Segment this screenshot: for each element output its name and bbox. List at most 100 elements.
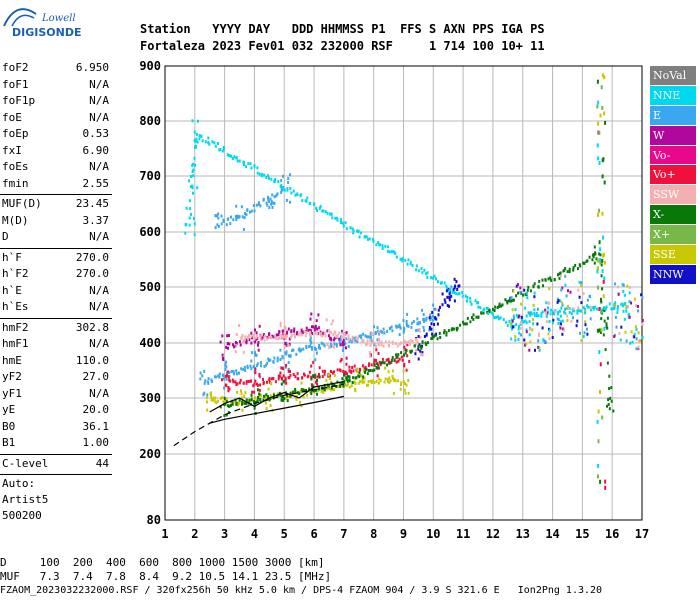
station-header: Station YYYY DAY DDD HHMMSS P1 FFS S AXN… — [140, 21, 545, 55]
echo-mark — [411, 321, 414, 325]
echo-mark — [282, 374, 285, 378]
echo-mark — [302, 388, 305, 392]
echo-mark — [596, 269, 599, 274]
echo-mark — [622, 283, 625, 287]
echo-mark — [370, 332, 373, 335]
echo-mark — [345, 337, 348, 341]
echo-mark — [343, 373, 345, 377]
echo-mark — [437, 313, 440, 317]
echo-mark — [193, 130, 196, 134]
echo-mark — [244, 212, 246, 215]
param-separator — [0, 247, 112, 249]
y-tick-label: 200 — [139, 447, 161, 461]
echo-mark — [213, 375, 216, 379]
param-row: h`F 270.0 — [0, 250, 112, 267]
echo-mark — [453, 299, 456, 303]
echo-mark — [210, 397, 213, 401]
echo-mark — [625, 305, 628, 309]
echo-mark — [380, 361, 382, 365]
echo-mark — [575, 324, 578, 328]
echo-mark — [500, 304, 503, 308]
echo-mark — [524, 292, 527, 296]
echo-mark — [533, 282, 536, 286]
echo-mark — [271, 206, 274, 209]
echo-mark — [254, 400, 257, 404]
echo-mark — [634, 325, 637, 329]
echo-mark — [260, 333, 263, 337]
echo-mark — [338, 337, 341, 341]
echo-mark — [301, 199, 304, 203]
echo-mark — [342, 341, 345, 345]
echo-mark — [272, 377, 275, 380]
echo-mark — [486, 306, 489, 310]
echo-mark — [393, 358, 396, 362]
echo-mark — [314, 324, 317, 328]
echo-mark — [208, 142, 211, 146]
echo-mark — [601, 258, 604, 263]
echo-mark — [578, 309, 581, 313]
echo-mark — [207, 377, 210, 381]
echo-mark — [551, 310, 554, 314]
clevel-value: 44 — [95, 456, 109, 470]
echo-mark — [596, 79, 599, 84]
echo-mark — [433, 323, 436, 326]
echo-mark — [378, 377, 381, 381]
echo-mark — [437, 280, 439, 284]
echo-mark — [576, 309, 579, 313]
echo-mark — [369, 342, 372, 346]
echo-mark — [614, 301, 617, 305]
echo-mark — [614, 303, 617, 307]
echo-mark — [532, 284, 535, 288]
echo-mark — [372, 340, 375, 344]
echo-mark — [462, 322, 465, 326]
echo-mark — [185, 206, 188, 210]
echo-mark — [497, 315, 499, 319]
echo-mark — [230, 401, 233, 405]
param-separator — [0, 317, 112, 319]
echo-mark — [225, 360, 227, 364]
echo-mark — [623, 317, 626, 321]
echo-mark — [214, 400, 217, 404]
echo-mark — [265, 395, 268, 399]
echo-mark — [265, 176, 268, 179]
echo-mark — [356, 337, 359, 341]
param-value: 36.1 — [82, 419, 110, 433]
echo-mark — [402, 319, 405, 322]
echo-mark — [352, 369, 355, 373]
echo-mark — [580, 281, 583, 285]
echo-mark — [370, 339, 373, 343]
echo-mark — [594, 251, 597, 255]
echo-mark — [608, 374, 611, 378]
echo-mark — [347, 382, 350, 386]
echo-mark — [531, 328, 534, 332]
echo-mark — [465, 299, 468, 303]
echo-mark — [259, 398, 262, 401]
echo-mark — [409, 342, 411, 346]
echo-mark — [331, 383, 334, 387]
echo-mark — [568, 270, 571, 274]
echo-mark — [316, 382, 319, 386]
echo-mark — [335, 335, 338, 339]
echo-mark — [417, 357, 420, 361]
echo-mark — [321, 334, 324, 338]
echo-mark — [347, 334, 350, 338]
echo-mark — [309, 330, 311, 334]
echo-mark — [322, 331, 325, 335]
echo-mark — [282, 332, 285, 336]
echo-mark — [515, 314, 518, 317]
echo-mark — [377, 343, 380, 347]
echo-mark — [190, 185, 192, 189]
echo-mark — [566, 306, 569, 310]
echo-mark — [285, 363, 288, 367]
echo-mark — [579, 331, 581, 335]
echo-mark — [597, 156, 600, 161]
echo-mark — [281, 356, 284, 360]
echo-mark — [635, 304, 637, 308]
echo-mark — [327, 334, 330, 338]
echo-mark — [559, 271, 562, 275]
echo-mark — [400, 383, 402, 387]
echo-mark — [262, 382, 265, 386]
param-row: foF1p N/A — [0, 93, 112, 110]
echo-mark — [506, 301, 509, 305]
echo-mark — [336, 334, 339, 338]
